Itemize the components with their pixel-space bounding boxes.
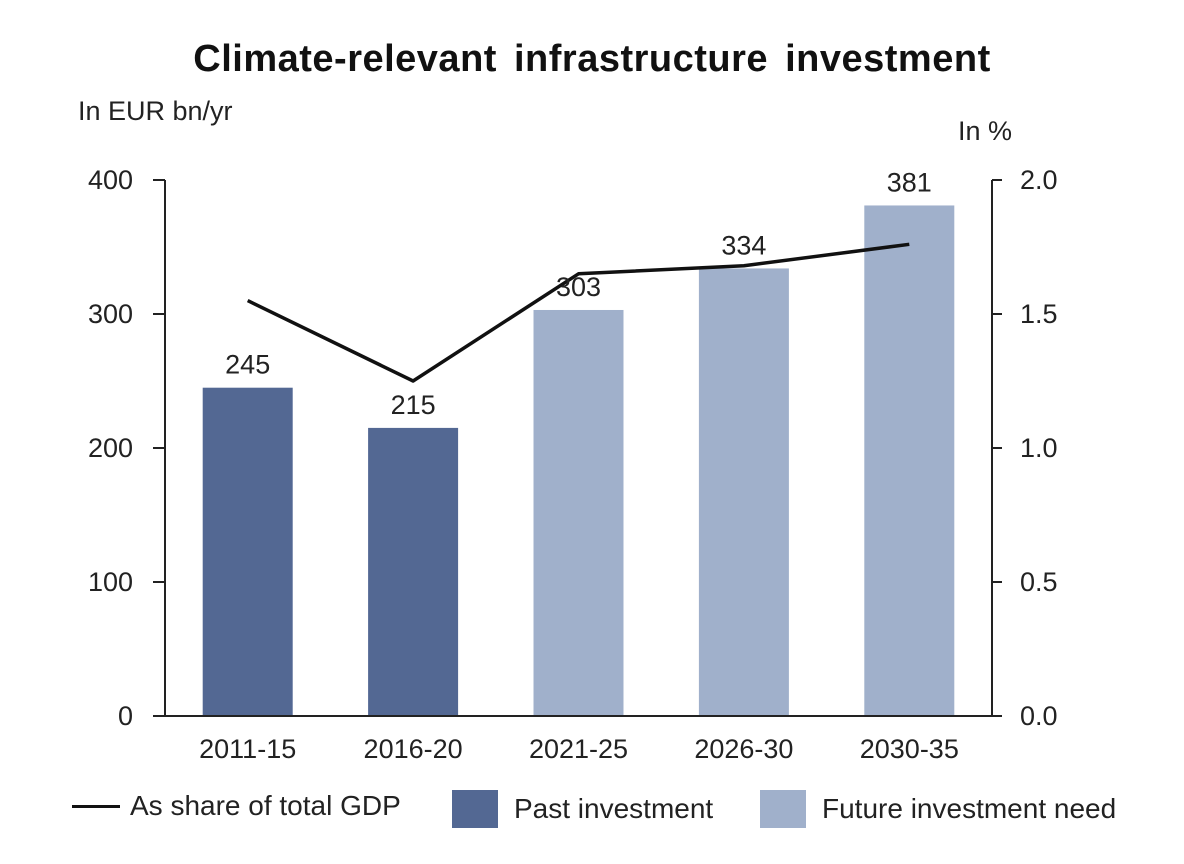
- y-tick-right-label: 2.0: [1020, 165, 1058, 195]
- chart-plot-area: 0 100 200 300 400 0.0 0.5 1.0 1.5 2.0 2011-15 2016-…: [88, 165, 1058, 764]
- y-tick-right-label: 0.5: [1020, 567, 1058, 597]
- x-tick-label: 2026-30: [694, 734, 793, 764]
- bar-2030-35: [864, 205, 955, 716]
- y-tick-left-label: 100: [88, 567, 133, 597]
- legend-swatch-past: [452, 790, 498, 828]
- legend-label-future-investment: Future investment need: [822, 793, 1117, 824]
- y-axis-right-label: In %: [958, 116, 1013, 146]
- legend-swatch-future: [760, 790, 806, 828]
- y-tick-left-label: 0: [118, 701, 133, 731]
- data-label: 381: [887, 167, 932, 197]
- bar-2016-20: [368, 427, 459, 716]
- y-tick-left-label: 300: [88, 299, 133, 329]
- chart-title: Climate-relevant infrastructure investme…: [193, 38, 991, 80]
- legend-label-past-investment: Past investment: [514, 793, 714, 824]
- data-label: 245: [225, 350, 270, 380]
- legend-label-gdp-share: As share of total GDP: [130, 790, 401, 821]
- x-tick-label: 2030-35: [860, 734, 959, 764]
- legend-item-future-investment: Future investment need: [760, 790, 1116, 828]
- legend-item-past-investment: Past investment: [452, 790, 713, 828]
- data-label: 215: [391, 390, 436, 420]
- chart-legend: As share of total GDP Past investment Fu…: [0, 790, 1184, 830]
- y-tick-right-label: 0.0: [1020, 701, 1058, 731]
- y-tick-right-label: 1.5: [1020, 299, 1058, 329]
- y-tick-right-label: 1.0: [1020, 433, 1058, 463]
- bar-2026-30: [698, 268, 789, 716]
- bar-2011-15: [202, 387, 293, 716]
- data-label: 303: [556, 272, 601, 302]
- bar-2021-25: [533, 309, 624, 716]
- legend-item-gdp-share: As share of total GDP: [72, 790, 401, 822]
- x-tick-label: 2011-15: [199, 734, 296, 764]
- legend-line-marker: [72, 804, 120, 808]
- y-tick-left-label: 200: [88, 433, 133, 463]
- x-tick-label: 2016-20: [364, 734, 463, 764]
- x-tick-label: 2021-25: [529, 734, 628, 764]
- data-label: 334: [721, 230, 766, 260]
- y-tick-left-label: 400: [88, 165, 133, 195]
- y-axis-left-label: In EUR bn/yr: [78, 96, 233, 126]
